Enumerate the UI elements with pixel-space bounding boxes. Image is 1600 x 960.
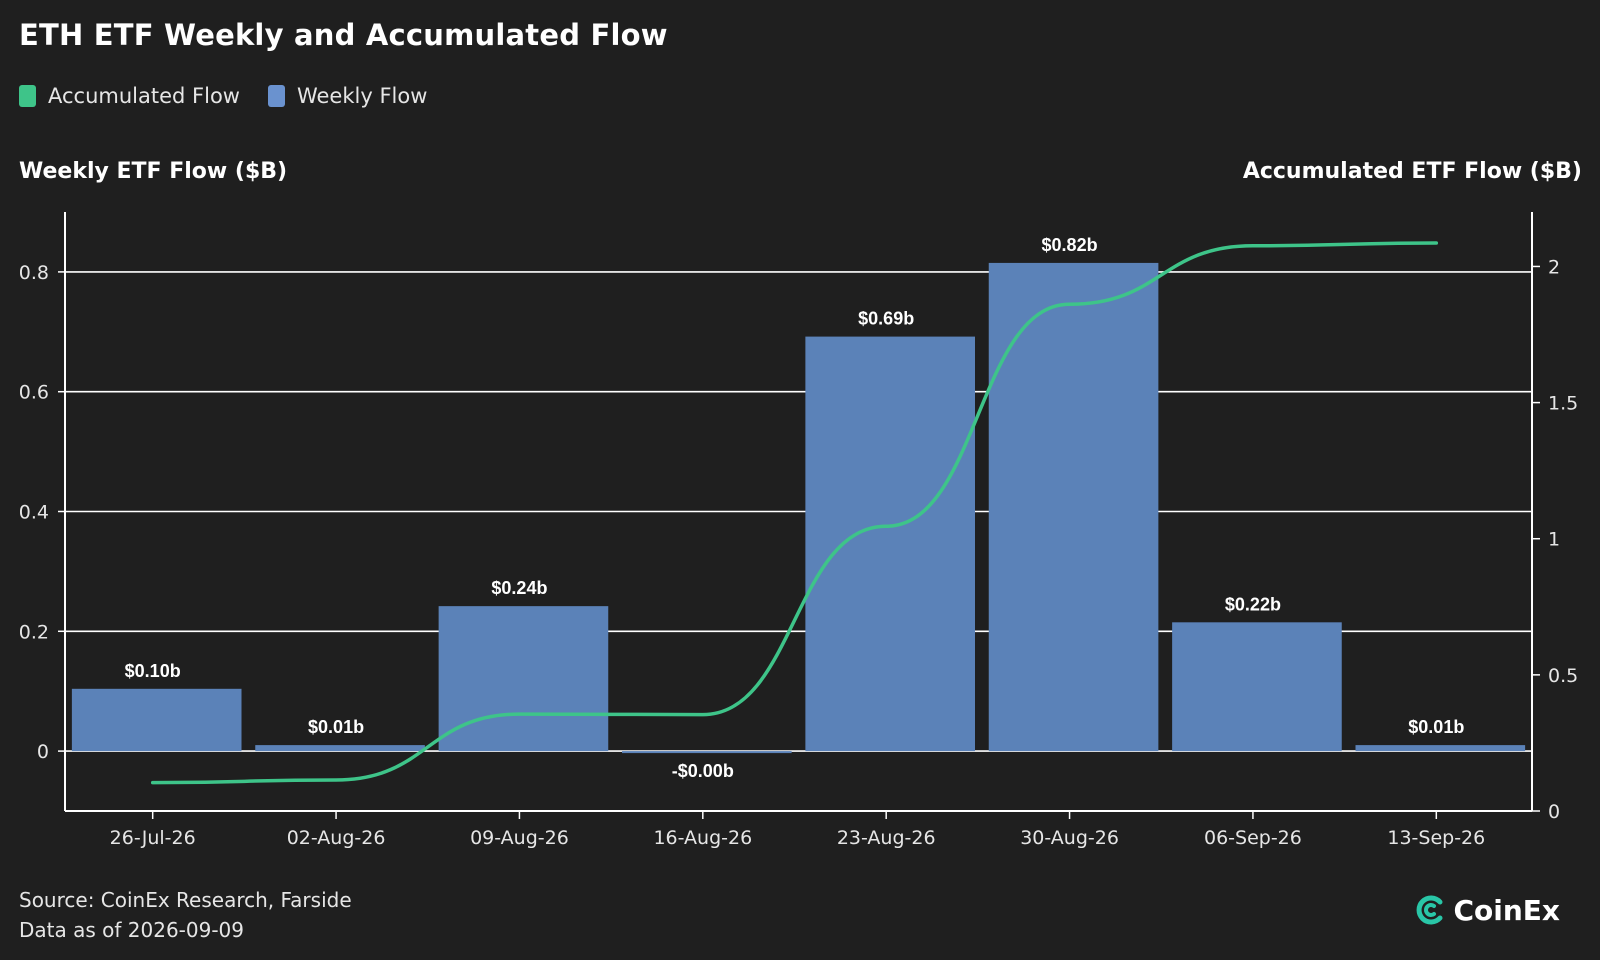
y-tick-label: 0.8: [19, 262, 49, 284]
right-axis-title: Accumulated ETF Flow ($B): [1242, 159, 1582, 184]
bar: [805, 336, 975, 752]
y2-tick-label: 1.5: [1548, 393, 1578, 415]
bar: [1355, 745, 1526, 752]
bar-data-label: -$0.00b: [672, 761, 734, 781]
y2-tick-label: 2: [1548, 256, 1560, 278]
y2-tick-label: 0.5: [1548, 665, 1578, 687]
left-axis-title: Weekly ETF Flow ($B): [19, 159, 288, 184]
bar-data-label: $0.22b: [1225, 594, 1281, 614]
bar: [71, 688, 242, 752]
bar: [622, 751, 792, 754]
bar: [438, 606, 609, 752]
coinex-logo-icon: [1417, 895, 1443, 925]
x-tick-label: 30-Aug-26: [1020, 827, 1119, 849]
brand-logo: CoinEx: [1413, 893, 1560, 927]
bar-data-label: $0.82b: [1042, 235, 1098, 255]
x-tick-label: 13-Sep-26: [1387, 827, 1485, 849]
bar-data-label: $0.01b: [1408, 717, 1464, 737]
y2-tick-label: 1: [1548, 529, 1560, 551]
y-tick-label: 0.2: [19, 621, 49, 643]
accumulated-flow-line: [150, 241, 1439, 785]
legend-item-weekly[interactable]: Weekly Flow: [267, 84, 428, 108]
bar-data-label: $0.10b: [125, 661, 181, 681]
legend: Accumulated Flow Weekly Flow: [19, 84, 427, 108]
bar: [988, 262, 1159, 752]
legend-item-accumulated[interactable]: Accumulated Flow: [19, 84, 240, 108]
legend-swatch-weekly: [267, 85, 285, 107]
y-tick-label: 0.4: [19, 502, 49, 524]
x-tick-label: 02-Aug-26: [287, 827, 386, 849]
bar-data-label: $0.24b: [491, 578, 547, 598]
legend-label-weekly: Weekly Flow: [296, 84, 428, 108]
bar: [255, 745, 425, 752]
x-tick-label: 16-Aug-26: [653, 827, 752, 849]
y-tick-label: 0: [37, 741, 49, 763]
legend-label-accumulated: Accumulated Flow: [48, 84, 240, 108]
data-date-note: Data as of 2026-09-09: [19, 918, 245, 942]
footer-notes: Source: CoinEx Research, Farside Data as…: [19, 885, 352, 945]
x-tick-label: 09-Aug-26: [470, 827, 569, 849]
y2-tick-label: 0: [1548, 801, 1560, 823]
bar-data-label: $0.01b: [308, 717, 364, 737]
x-tick-label: 26-Jul-26: [110, 827, 196, 849]
bar: [1172, 622, 1342, 752]
legend-swatch-accumulated: [19, 85, 36, 107]
brand-name: CoinEx: [1453, 893, 1560, 927]
x-tick-label: 06-Sep-26: [1204, 827, 1302, 849]
y-tick-label: 0.6: [19, 382, 49, 404]
bar-data-label: $0.69b: [858, 309, 914, 329]
source-note: Source: CoinEx Research, Farside: [19, 888, 352, 912]
chart-title: ETH ETF Weekly and Accumulated Flow: [19, 18, 668, 52]
x-tick-label: 23-Aug-26: [837, 827, 936, 849]
